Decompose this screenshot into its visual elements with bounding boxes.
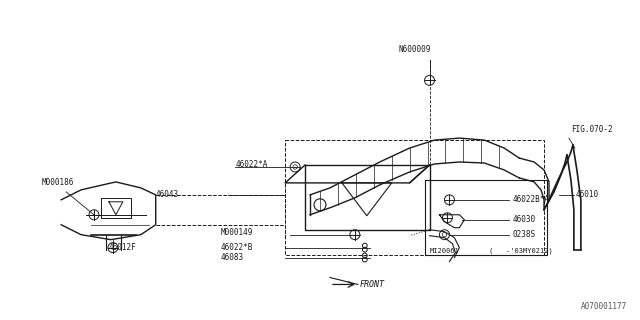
Text: A070001177: A070001177 xyxy=(580,302,627,311)
Text: 46012F: 46012F xyxy=(109,243,137,252)
Text: FIG.070-2: FIG.070-2 xyxy=(571,125,612,134)
Text: 46083: 46083 xyxy=(220,253,244,262)
Text: M000149: M000149 xyxy=(220,228,253,237)
Text: M000186: M000186 xyxy=(41,178,74,187)
Text: 46043: 46043 xyxy=(156,190,179,199)
Text: 46010: 46010 xyxy=(576,190,599,199)
Text: FRONT: FRONT xyxy=(360,280,385,289)
Text: 46022B*A: 46022B*A xyxy=(512,195,549,204)
Text: N600009: N600009 xyxy=(399,45,431,54)
Text: 46030: 46030 xyxy=(512,215,535,224)
Text: (   -'03MY0212): ( -'03MY0212) xyxy=(489,248,553,254)
Text: 0238S: 0238S xyxy=(512,230,535,239)
Text: MI20061: MI20061 xyxy=(429,248,460,253)
Text: 46022*A: 46022*A xyxy=(236,160,268,170)
Text: 46022*B: 46022*B xyxy=(220,243,253,252)
